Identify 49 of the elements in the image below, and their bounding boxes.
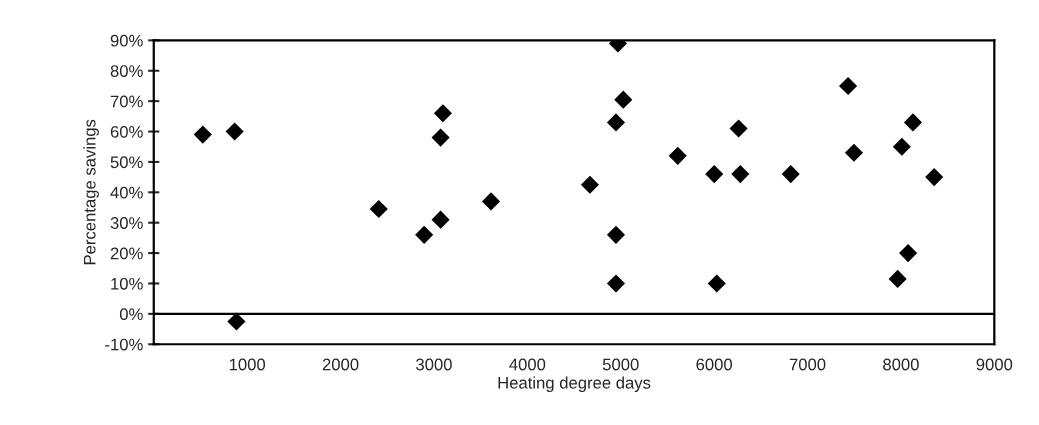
x-tick-label: 4000 [509,358,546,371]
point [431,210,450,229]
y-tick-label: 80% [110,65,143,77]
y-tick-label: 20% [110,247,143,260]
point [606,225,626,244]
y-tick-label: 70% [110,95,143,108]
point [903,113,923,132]
point [606,274,626,293]
x-tick-label: 3000 [416,358,452,371]
y-tick-label: -10% [105,338,143,351]
point [731,165,750,184]
x-axis-title: Heating degree days [498,376,651,392]
point [614,90,633,109]
y-tick-label: 90% [110,34,143,47]
y-tick-label: 40% [110,186,143,199]
point [839,76,858,96]
x-tick-label: 1000 [229,358,266,371]
y-tick-label: 10% [111,277,143,290]
point [481,192,501,211]
point [888,269,907,288]
x-tick-label: 7000 [789,358,826,371]
point [892,137,911,156]
point [899,244,918,263]
point [925,168,944,187]
x-tick-label: 9000 [976,358,1013,371]
x-tick-label: 6000 [696,358,733,371]
point [668,146,687,165]
point [729,119,748,138]
y-tick-label: 50% [110,156,143,169]
point [369,199,388,219]
y-tick-label: 30% [110,217,143,229]
y-tick-label: 60% [110,125,143,138]
y-axis-title: Percentage savings [83,119,99,265]
point [225,122,244,141]
point [844,143,864,162]
point [580,175,599,194]
point [227,312,246,331]
x-tick-label: 2000 [322,358,359,371]
point [705,165,724,184]
x-tick-label: 5000 [602,358,639,371]
point [415,225,434,244]
point [781,165,800,184]
point [707,274,726,293]
point [431,128,450,147]
point [433,104,452,123]
point [193,125,212,144]
point [606,113,626,132]
x-tick-label: 8000 [883,358,919,371]
y-tick-label: 0% [119,308,143,321]
